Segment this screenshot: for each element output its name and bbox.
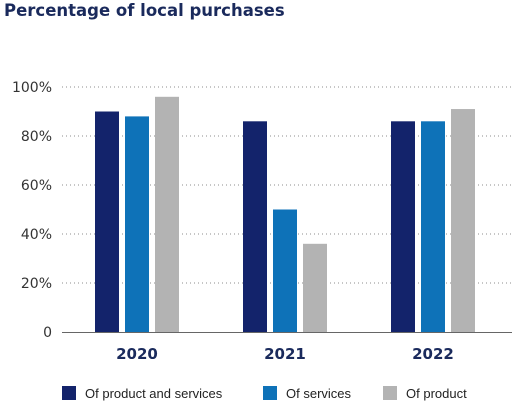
x-tick-label: 2020: [116, 345, 158, 363]
bar: [421, 121, 445, 332]
bar: [273, 209, 297, 332]
bar: [95, 111, 119, 332]
bar: [303, 243, 327, 332]
legend: Of product and services Of services Of pro…: [0, 383, 526, 403]
legend-label: Of product: [406, 385, 467, 401]
legend-swatch: [383, 386, 397, 400]
legend-item: Of product and services: [62, 383, 222, 403]
x-tick-label: 2022: [412, 345, 454, 363]
legend-item: Of product: [383, 383, 467, 403]
bar-chart: 0 20% 40% 60% 80% 100% 2020 2021 2022: [12, 80, 512, 363]
legend-swatch: [263, 386, 277, 400]
y-tick-label: 40%: [21, 227, 52, 243]
bar: [391, 121, 415, 332]
legend-swatch: [62, 386, 76, 400]
bar: [155, 96, 179, 332]
y-tick-label: 0: [43, 325, 52, 341]
x-tick-label: 2021: [264, 345, 306, 363]
x-axis: 2020 2021 2022: [62, 332, 512, 363]
bars: [95, 96, 475, 333]
bar: [451, 109, 475, 332]
y-axis: 0 20% 40% 60% 80% 100%: [12, 80, 52, 341]
y-tick-label: 20%: [21, 276, 52, 292]
bar: [125, 116, 149, 333]
legend-item: Of services: [263, 383, 351, 403]
legend-label: Of product and services: [85, 385, 223, 401]
y-tick-label: 100%: [12, 80, 52, 96]
legend-label: Of services: [286, 385, 352, 401]
bar: [243, 121, 267, 332]
y-tick-label: 60%: [21, 178, 52, 194]
y-tick-label: 80%: [21, 129, 52, 145]
chart-title: Percentage of local purchases: [4, 1, 285, 20]
